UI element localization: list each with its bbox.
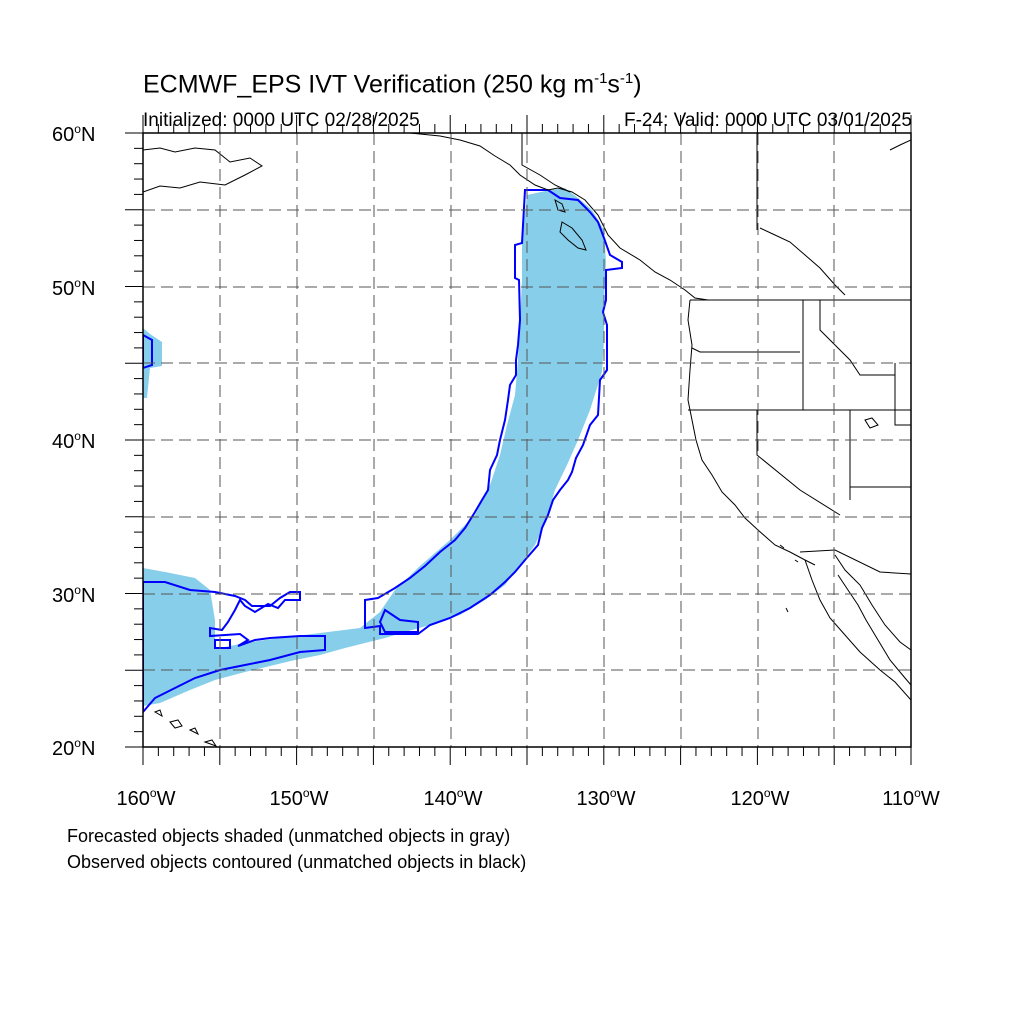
wa-or-border [691,347,800,353]
wy-border [894,363,911,426]
note-observed: Observed objects contoured (unmatched ob… [67,852,527,872]
lon-label-150: 150oW [269,786,329,810]
lon-label-130: 130oW [576,786,636,810]
political-boundaries [521,133,911,575]
ca-nv-border [756,410,841,516]
vancouver-island [559,221,587,251]
observed-west-inner [214,639,231,649]
gsl-lake [864,417,879,429]
title-close: ) [633,70,642,99]
canada-northeast-coast [889,139,911,151]
plot-title: ECMWF_EPS IVT Verification (250 kg m-1s-… [143,70,642,99]
baja-peninsula [804,559,911,701]
west-coast-us [687,299,816,566]
hawaii-islands [153,709,218,747]
lon-label-110: 110oW [882,786,940,810]
observed-ar-inner-contour [378,608,419,633]
observed-objects [143,189,623,714]
gulf-california-coast [837,574,911,686]
lat-label-50: 50oN [52,276,96,300]
forecast-west-block [143,568,215,706]
title-exponent-2: -1 [619,70,634,87]
observed-small-contour [143,333,153,370]
alaska-peninsula-coast [143,147,263,193]
coastlines [143,133,911,747]
axis-ticks [125,115,912,765]
alaska-canada-border [521,133,571,193]
lon-label-120: 120oW [730,786,790,810]
title-unit-s: s [607,70,620,99]
lat-label-40: 40oN [52,429,96,453]
graticule [143,133,911,747]
lat-label-30: 30oN [52,583,96,607]
note-forecast: Forecasted objects shaded (unmatched obj… [67,826,511,846]
id-mt-border [819,300,895,376]
forecast-ar-band [143,188,606,706]
alaska-south-coast [409,133,549,191]
title-exponent-1: -1 [594,70,608,87]
guadalupe-island [785,607,789,613]
channel-islands [779,544,799,563]
observed-ar-contour [364,189,623,635]
lat-label-60: 60oN [52,122,96,146]
observed-west-contour [143,581,326,714]
canada-prairie-lakes [759,227,846,296]
title-text: ECMWF_EPS IVT Verification (250 kg m [143,70,595,99]
lon-label-140: 140oW [423,786,483,810]
lon-label-160: 160oW [116,786,176,810]
haida-gwaii [554,198,566,213]
lat-label-20: 20oN [52,736,96,760]
mexico-mainland-coast [834,554,911,651]
us-mexico-border [799,549,911,575]
bc-coast [547,187,709,301]
init-time-label: Initialized: 0000 UTC 02/28/2025 [143,110,420,131]
